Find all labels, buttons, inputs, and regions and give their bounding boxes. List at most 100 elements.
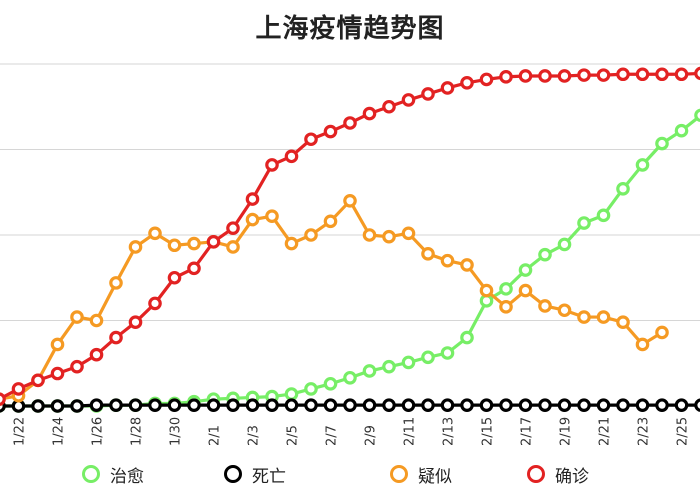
data-point bbox=[577, 310, 591, 324]
data-point bbox=[401, 226, 416, 241]
data-point bbox=[655, 325, 669, 340]
data-point bbox=[148, 296, 162, 311]
grid bbox=[0, 63, 700, 407]
data-point bbox=[284, 387, 299, 401]
data-point bbox=[674, 123, 689, 138]
data-point bbox=[109, 398, 123, 412]
legend-item[interactable]: 死亡 bbox=[224, 458, 286, 490]
chart-title: 上海疫情趋势图 bbox=[255, 14, 445, 44]
data-point bbox=[557, 398, 572, 412]
data-point bbox=[382, 359, 396, 374]
data-point bbox=[148, 398, 162, 412]
data-point bbox=[499, 282, 513, 296]
data-point bbox=[577, 216, 591, 230]
data-point bbox=[284, 149, 299, 164]
x-tick-label: 2/5 bbox=[286, 425, 301, 446]
data-point bbox=[245, 212, 260, 227]
data-point bbox=[265, 398, 279, 412]
data-point bbox=[31, 373, 45, 388]
series-确诊 bbox=[0, 66, 700, 406]
x-tick-label: 2/1 bbox=[208, 425, 223, 446]
data-point bbox=[323, 376, 338, 391]
x-tick-label: 2/19 bbox=[559, 417, 574, 446]
x-tick-label: 2/9 bbox=[364, 425, 379, 446]
legend-marker-icon bbox=[82, 465, 100, 483]
data-point bbox=[538, 69, 552, 83]
series-layer bbox=[0, 66, 700, 413]
data-point bbox=[421, 398, 435, 412]
data-point bbox=[460, 330, 474, 345]
data-point bbox=[479, 283, 494, 298]
data-point bbox=[440, 398, 455, 412]
data-point bbox=[616, 67, 630, 82]
data-point bbox=[596, 68, 611, 82]
x-tick-label: 1/30 bbox=[169, 417, 184, 446]
data-point bbox=[401, 398, 416, 412]
legend-marker-icon bbox=[224, 465, 242, 483]
series-死亡 bbox=[0, 398, 700, 413]
data-point bbox=[694, 108, 700, 123]
data-point bbox=[460, 76, 474, 90]
x-tick-label: 2/13 bbox=[442, 417, 457, 446]
legend-item[interactable]: 确诊 bbox=[527, 458, 589, 490]
x-tick-label: 2/21 bbox=[598, 417, 613, 446]
data-point bbox=[616, 398, 630, 412]
data-point bbox=[0, 392, 6, 406]
data-point bbox=[635, 337, 650, 352]
data-point bbox=[635, 158, 650, 172]
data-point bbox=[577, 398, 591, 412]
data-point bbox=[89, 313, 104, 328]
legend-marker-icon bbox=[527, 465, 545, 483]
data-point bbox=[382, 229, 396, 244]
data-point bbox=[557, 237, 572, 252]
data-point bbox=[226, 221, 240, 235]
data-point bbox=[382, 99, 396, 114]
data-point bbox=[50, 399, 65, 413]
data-point bbox=[518, 263, 533, 277]
data-point bbox=[557, 69, 572, 83]
data-point bbox=[362, 228, 377, 242]
data-point bbox=[674, 398, 689, 412]
data-point bbox=[304, 398, 318, 412]
data-point bbox=[148, 226, 162, 241]
x-tick-label: 2/11 bbox=[403, 417, 418, 446]
data-point bbox=[518, 69, 533, 83]
data-point bbox=[538, 398, 552, 412]
data-point bbox=[499, 300, 513, 314]
data-point bbox=[421, 350, 435, 365]
data-point bbox=[323, 214, 338, 229]
x-tick-label: 1/22 bbox=[13, 417, 28, 446]
data-point bbox=[343, 398, 357, 412]
x-tick-label: 2/3 bbox=[247, 425, 262, 446]
data-point bbox=[635, 67, 650, 82]
legend-label: 治愈 bbox=[110, 466, 144, 487]
data-point bbox=[401, 355, 416, 370]
legend-item[interactable]: 疑似 bbox=[390, 458, 452, 490]
data-point bbox=[187, 236, 201, 251]
data-point bbox=[362, 364, 377, 378]
data-point bbox=[304, 228, 318, 242]
data-point bbox=[206, 398, 221, 412]
data-point bbox=[70, 359, 84, 374]
legend-item[interactable]: 治愈 bbox=[82, 458, 144, 490]
data-point bbox=[479, 72, 494, 87]
data-point bbox=[245, 398, 260, 412]
data-point bbox=[401, 93, 416, 107]
data-point bbox=[226, 240, 240, 254]
data-point bbox=[538, 299, 552, 313]
data-point bbox=[167, 270, 182, 285]
data-point bbox=[460, 398, 474, 412]
data-point bbox=[616, 315, 630, 330]
data-point bbox=[596, 310, 611, 324]
data-point bbox=[421, 87, 435, 101]
data-point bbox=[343, 116, 357, 130]
data-point bbox=[50, 337, 65, 352]
legend-label: 死亡 bbox=[252, 466, 286, 487]
data-point bbox=[89, 347, 104, 362]
series-line bbox=[0, 114, 700, 408]
data-point bbox=[109, 276, 123, 290]
legend-label: 确诊 bbox=[555, 466, 589, 487]
data-point bbox=[128, 315, 143, 330]
series-治愈 bbox=[0, 108, 700, 413]
